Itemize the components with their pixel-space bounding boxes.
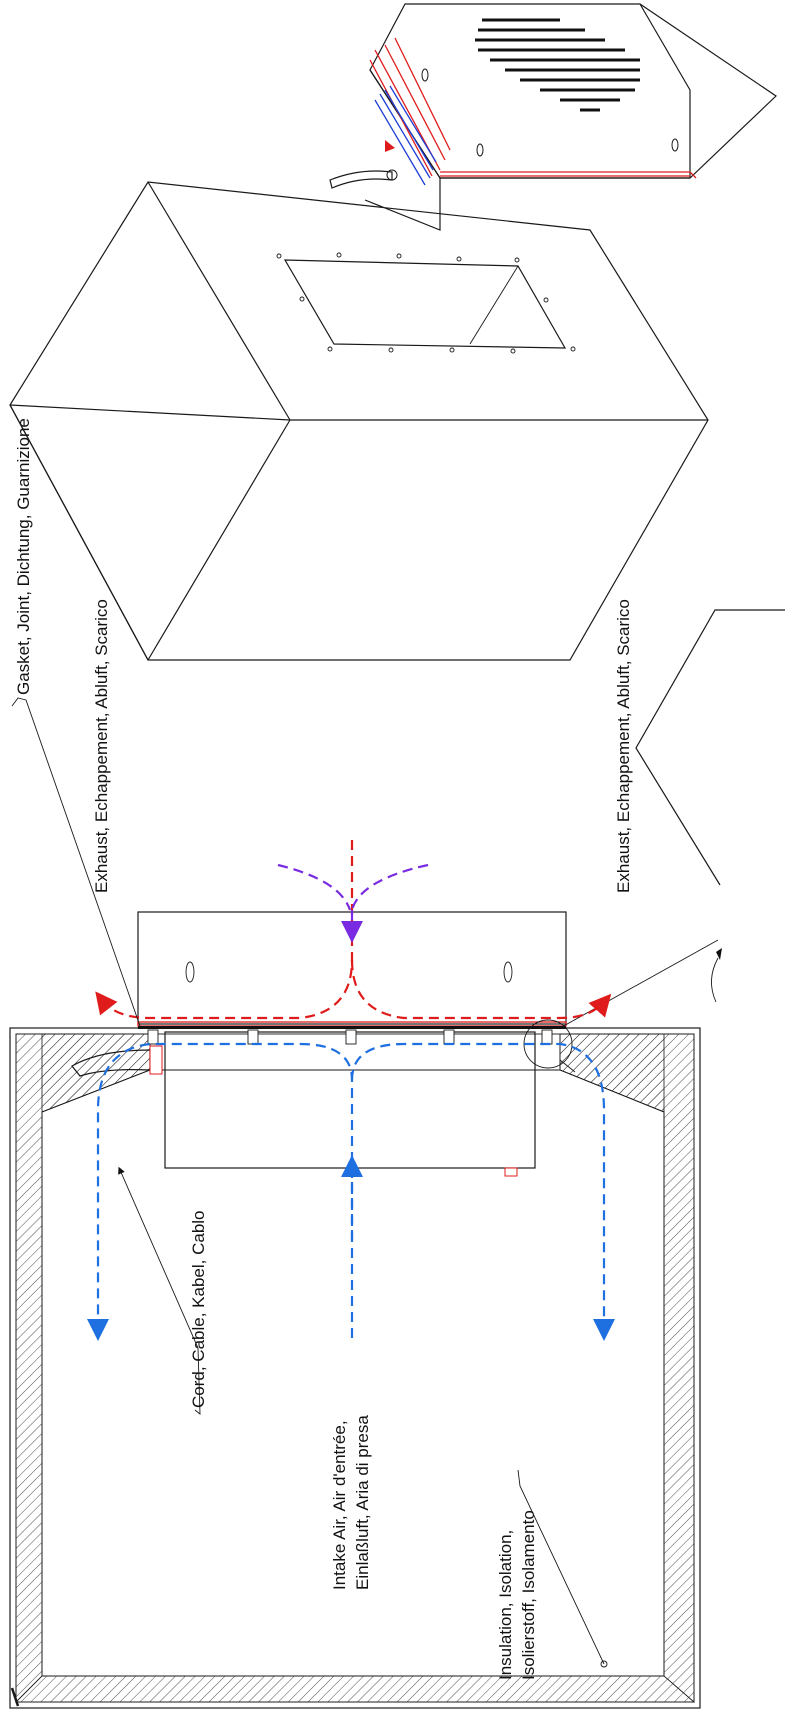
fan-grille — [475, 18, 640, 112]
slot-right — [503, 961, 513, 983]
detail-callout — [523, 939, 722, 1073]
cabinet-iso-partial — [635, 609, 785, 886]
intake-airflow — [87, 1042, 615, 1341]
mounting-slots — [421, 68, 679, 157]
cord-iso — [329, 140, 398, 189]
cabinet-cutout — [276, 252, 576, 354]
insulation-label-line2: Isolierstoff, Isolamento — [519, 1510, 538, 1680]
insulation — [15, 1033, 696, 1703]
slot-left — [185, 961, 195, 983]
cooler-unit-iso — [329, 3, 777, 231]
intake-label-line1: Intake Air, Air d'entrée, — [330, 1420, 349, 1590]
cabinet-box — [9, 181, 709, 661]
enclosure-interior — [41, 1069, 665, 1677]
exhaust-airflow — [95, 840, 612, 1020]
gasket-label: Gasket, Joint, Dichtung, Guarnizione — [14, 418, 33, 695]
leader-lines — [10, 697, 608, 1707]
section-view — [9, 609, 785, 1709]
intake-label-line2: Einlaßluft, Aria di presa — [353, 1415, 372, 1590]
ambient-airflow — [277, 863, 429, 943]
labels: Gasket, Joint, Dichtung, Guarnizione Exh… — [14, 418, 633, 1680]
insulation-label-line1: Insulation, Isolation, — [496, 1530, 515, 1680]
exhaust-label-top: Exhaust, Echappement, Abluft, Scarico — [92, 599, 111, 893]
exhaust-label-bottom: Exhaust, Echappement, Abluft, Scarico — [614, 599, 633, 893]
cold-side-fins — [374, 85, 437, 186]
cord-label: Cord, Cable, Kabel, Cablo — [189, 1210, 208, 1408]
isometric-view — [9, 3, 777, 661]
cord-section — [71, 1045, 163, 1077]
